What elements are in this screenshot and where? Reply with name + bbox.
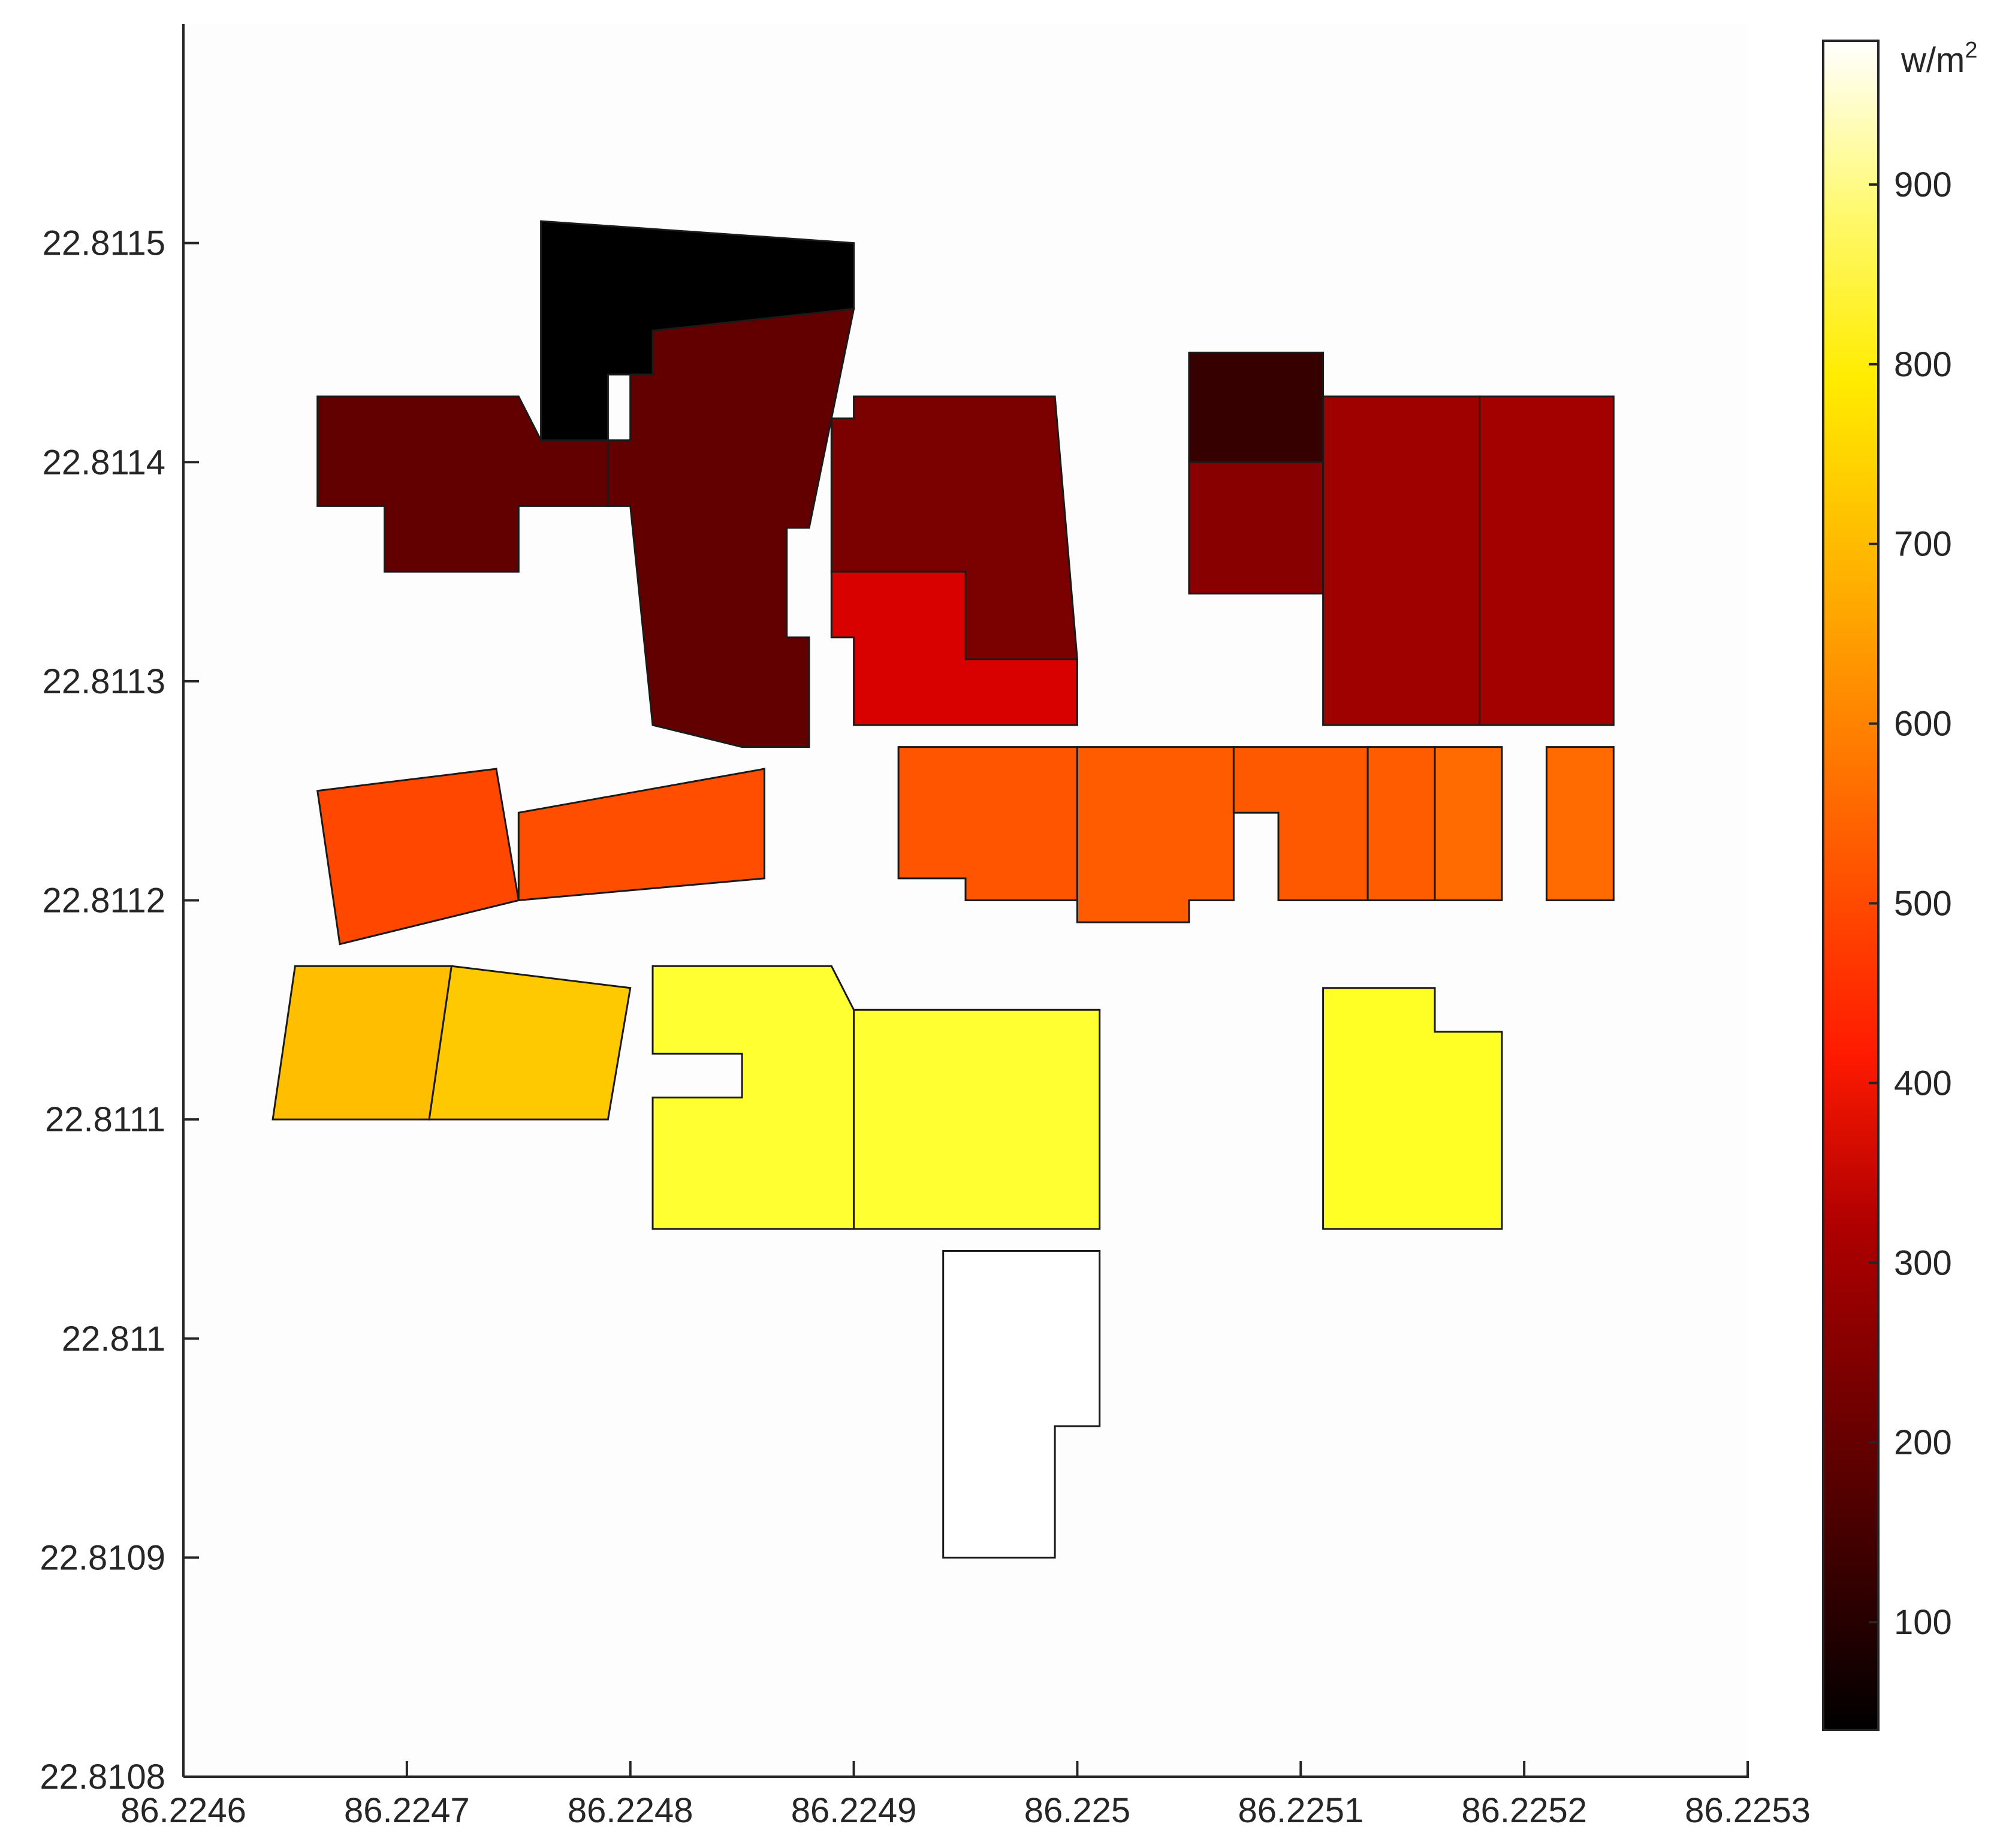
building-b17 (1545, 746, 1615, 901)
y-axis-ticks: 22.8108 22.8109 22.811 22.8111 22.8112 22.811… (40, 224, 199, 1796)
colorbar-tick-label: 700 (1894, 525, 1952, 564)
x-tick-label: 86.225 (1024, 1791, 1130, 1830)
y-tick-label: 22.8108 (40, 1758, 165, 1796)
y-tick-label: 22.8109 (40, 1538, 165, 1577)
colorbar-tick-label: 600 (1894, 705, 1952, 744)
y-tick-label: 22.8111 (45, 1100, 165, 1139)
colorbar-unit-superscript: 2 (1965, 38, 1977, 63)
x-tick-label: 86.2251 (1238, 1791, 1364, 1830)
x-tick-label: 86.2249 (791, 1791, 917, 1830)
building-b12 (897, 746, 1078, 901)
y-tick-label: 22.8112 (43, 881, 165, 920)
building-b5 (830, 570, 1078, 726)
colorbar-unit-base: w/m (1901, 41, 1965, 80)
colorbar-tick-label: 800 (1894, 345, 1952, 384)
colorbar-frame (1822, 40, 1880, 1731)
building-b22 (1322, 987, 1503, 1230)
colorbar-tick-label: 900 (1894, 165, 1952, 204)
x-tick-label: 86.2253 (1685, 1791, 1811, 1830)
x-tick-label: 86.2246 (120, 1791, 246, 1830)
colorbar-unit: w/m2 (1901, 38, 1977, 80)
building-b9 (1479, 395, 1615, 726)
building-b6 (1188, 351, 1325, 463)
building-b15 (1366, 746, 1436, 901)
y-tick-label: 22.8114 (43, 443, 165, 482)
colorbar-tick-label: 200 (1894, 1423, 1952, 1462)
y-tick-label: 22.8115 (43, 224, 165, 263)
building-b20 (651, 965, 855, 1230)
building-b13 (1076, 746, 1235, 923)
building-b23 (942, 1250, 1101, 1559)
x-tick-label: 86.2248 (568, 1791, 693, 1830)
colorbar-ticks: 100 200 300 400 500 600 700 800 900 (1869, 165, 1952, 1642)
colorbar: 100 200 300 400 500 600 700 800 900 w/m2 (1822, 38, 1977, 1731)
building-b3 (607, 307, 855, 748)
building-b7 (1188, 461, 1325, 595)
colorbar-tick-label: 500 (1894, 884, 1952, 923)
building-b21 (853, 1008, 1101, 1230)
y-tick-label: 22.8113 (43, 662, 165, 701)
building-b16 (1434, 746, 1503, 901)
building-b8 (1322, 395, 1481, 726)
building-b1 (316, 395, 609, 573)
colorbar-tick-label: 100 (1894, 1603, 1952, 1642)
colorbar-tick-label: 300 (1894, 1243, 1952, 1282)
colorbar-tick-label: 400 (1894, 1064, 1952, 1103)
y-tick-label: 22.811 (62, 1319, 165, 1358)
x-axis-ticks: 86.2246 86.2247 86.2248 86.2249 86.225 86.225… (120, 1761, 1811, 1830)
colorbar-gradient (1823, 41, 1878, 1730)
x-tick-label: 86.2247 (344, 1791, 470, 1830)
building-b18 (272, 965, 453, 1121)
building-b19 (428, 965, 632, 1121)
x-tick-label: 86.2252 (1461, 1791, 1587, 1830)
building-b11 (517, 768, 765, 902)
buildings-layer (272, 220, 1615, 1559)
